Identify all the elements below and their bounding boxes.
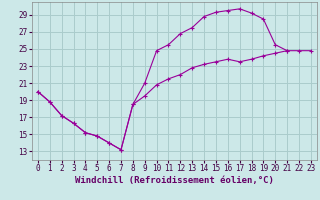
X-axis label: Windchill (Refroidissement éolien,°C): Windchill (Refroidissement éolien,°C) [75,176,274,185]
